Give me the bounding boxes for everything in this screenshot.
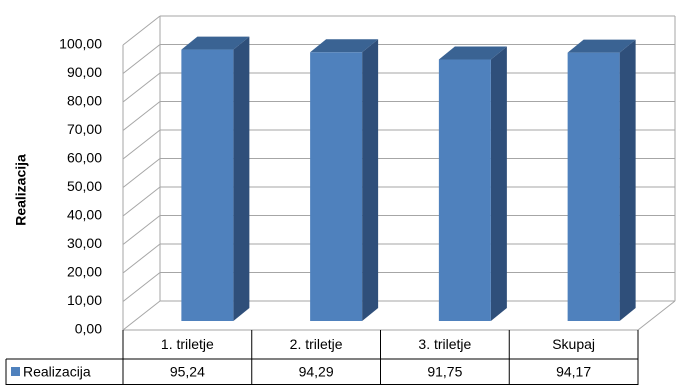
bar-side <box>490 46 507 321</box>
bar-side <box>619 39 636 321</box>
bar-side <box>362 39 379 321</box>
gridline-diagonal <box>122 15 161 46</box>
y-tick-label: 100,00 <box>59 36 102 52</box>
gridline-diagonal <box>122 44 161 74</box>
bar-front <box>567 52 620 321</box>
bar-front <box>438 59 491 321</box>
y-tick-label: 40,00 <box>67 207 102 223</box>
x-tick-label: 3. triletje <box>418 336 471 352</box>
gridline-diagonal <box>122 272 161 302</box>
bar-top <box>567 39 636 53</box>
y-axis-ticks: 0,00 10,00 20,00 30,00 40,00 50,00 60,00 70,00 8… <box>59 36 102 337</box>
bar-front <box>181 49 234 321</box>
gridline-diagonal <box>122 186 161 217</box>
y-tick-label: 90,00 <box>67 64 102 80</box>
x-tick-label: 2. triletje <box>290 336 343 352</box>
bar <box>181 36 250 321</box>
data-label: 94,29 <box>299 364 334 380</box>
y-tick-label: 10,00 <box>67 292 102 308</box>
gridline-diagonal <box>122 243 161 274</box>
y-tick-label: 30,00 <box>67 235 102 251</box>
bar-top <box>310 39 379 53</box>
floor-right-edge <box>637 300 676 331</box>
bar <box>438 46 507 321</box>
legend-label: Realizacija <box>23 364 91 380</box>
bars <box>181 36 636 321</box>
bar-top <box>438 46 507 60</box>
x-tick-label: 1. triletje <box>161 336 214 352</box>
y-axis-title: Realizacija <box>13 154 29 226</box>
x-tick-label: Skupaj <box>552 336 595 352</box>
y-tick-label: 0,00 <box>75 321 102 337</box>
gridline-diagonal <box>122 101 161 131</box>
y-tick-label: 50,00 <box>67 178 102 194</box>
y-tick-label: 70,00 <box>67 121 102 137</box>
data-label: 95,24 <box>170 364 205 380</box>
gridline-diagonal <box>122 215 161 245</box>
y-tick-label: 20,00 <box>67 264 102 280</box>
bar <box>567 39 636 321</box>
gridline-diagonal <box>122 158 161 188</box>
bar-top <box>181 36 250 50</box>
gridline-diagonal <box>122 129 161 160</box>
bar <box>310 39 379 321</box>
bar-front <box>310 52 363 321</box>
y-tick-label: 80,00 <box>67 93 102 109</box>
y-tick-label: 60,00 <box>67 150 102 166</box>
data-label: 94,17 <box>556 364 591 380</box>
legend-swatch <box>11 367 20 376</box>
data-label: 91,75 <box>427 364 462 380</box>
data-table: 1. triletje 2. triletje 3. triletje Skupaj 9… <box>5 330 639 385</box>
gridline-diagonal <box>122 300 161 331</box>
gridline-diagonal <box>122 72 161 103</box>
bar-side <box>233 36 250 321</box>
